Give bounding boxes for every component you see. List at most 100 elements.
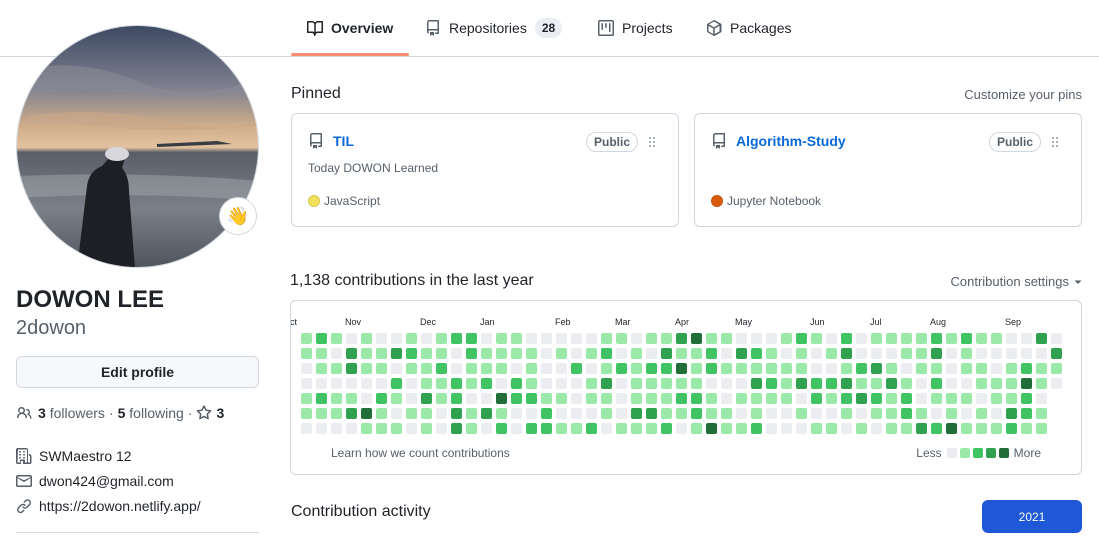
- contribution-settings-button[interactable]: Contribution settings: [950, 274, 1083, 289]
- contribution-day[interactable]: [736, 363, 747, 374]
- contribution-day[interactable]: [541, 378, 552, 389]
- contribution-day[interactable]: [511, 423, 522, 434]
- website-link[interactable]: https://2dowon.netlify.app/: [39, 498, 201, 514]
- contribution-day[interactable]: [961, 363, 972, 374]
- contribution-day[interactable]: [301, 333, 312, 344]
- contribution-day[interactable]: [856, 423, 867, 434]
- email-link[interactable]: dwon424@gmail.com: [39, 473, 174, 489]
- contribution-day[interactable]: [436, 423, 447, 434]
- contribution-day[interactable]: [676, 333, 687, 344]
- contribution-day[interactable]: [541, 333, 552, 344]
- contribution-day[interactable]: [466, 393, 477, 404]
- contribution-day[interactable]: [601, 378, 612, 389]
- pinned-repo-link[interactable]: Algorithm-Study: [736, 133, 846, 149]
- contribution-day[interactable]: [316, 378, 327, 389]
- tab-repositories[interactable]: Repositories 28: [425, 0, 563, 56]
- contribution-day[interactable]: [991, 423, 1002, 434]
- contribution-day[interactable]: [601, 408, 612, 419]
- tab-overview[interactable]: Overview: [307, 0, 393, 56]
- contribution-day[interactable]: [961, 378, 972, 389]
- contribution-day[interactable]: [361, 348, 372, 359]
- contribution-day[interactable]: [691, 378, 702, 389]
- contribution-day[interactable]: [856, 333, 867, 344]
- contribution-day[interactable]: [946, 378, 957, 389]
- contribution-day[interactable]: [856, 363, 867, 374]
- contribution-day[interactable]: [451, 378, 462, 389]
- contribution-day[interactable]: [721, 333, 732, 344]
- contribution-day[interactable]: [661, 423, 672, 434]
- contribution-day[interactable]: [601, 393, 612, 404]
- contribution-day[interactable]: [706, 363, 717, 374]
- contribution-day[interactable]: [586, 363, 597, 374]
- contribution-day[interactable]: [901, 423, 912, 434]
- contribution-day[interactable]: [751, 378, 762, 389]
- contribution-day[interactable]: [961, 333, 972, 344]
- contribution-day[interactable]: [796, 333, 807, 344]
- contribution-day[interactable]: [901, 333, 912, 344]
- contribution-day[interactable]: [571, 333, 582, 344]
- contribution-day[interactable]: [406, 408, 417, 419]
- contribution-day[interactable]: [361, 333, 372, 344]
- contribution-day[interactable]: [661, 378, 672, 389]
- contribution-day[interactable]: [481, 378, 492, 389]
- contribution-day[interactable]: [676, 393, 687, 404]
- contribution-day[interactable]: [661, 363, 672, 374]
- contribution-day[interactable]: [1036, 408, 1047, 419]
- contribution-day[interactable]: [691, 363, 702, 374]
- contribution-day[interactable]: [331, 423, 342, 434]
- contribution-day[interactable]: [631, 363, 642, 374]
- contribution-day[interactable]: [886, 378, 897, 389]
- contribution-day[interactable]: [436, 333, 447, 344]
- contribution-day[interactable]: [811, 363, 822, 374]
- contribution-day[interactable]: [571, 363, 582, 374]
- contribution-day[interactable]: [811, 393, 822, 404]
- contribution-day[interactable]: [676, 378, 687, 389]
- contribution-day[interactable]: [1021, 333, 1032, 344]
- contribution-day[interactable]: [1021, 348, 1032, 359]
- contribution-day[interactable]: [376, 423, 387, 434]
- contribution-day[interactable]: [496, 423, 507, 434]
- contribution-day[interactable]: [886, 423, 897, 434]
- contribution-day[interactable]: [451, 333, 462, 344]
- contribution-day[interactable]: [721, 378, 732, 389]
- contribution-day[interactable]: [961, 408, 972, 419]
- contribution-day[interactable]: [796, 378, 807, 389]
- contribution-day[interactable]: [481, 393, 492, 404]
- contribution-day[interactable]: [376, 408, 387, 419]
- contribution-day[interactable]: [841, 348, 852, 359]
- contribution-day[interactable]: [826, 363, 837, 374]
- contribution-day[interactable]: [841, 363, 852, 374]
- contribution-day[interactable]: [571, 393, 582, 404]
- contribution-day[interactable]: [391, 423, 402, 434]
- contribution-day[interactable]: [661, 333, 672, 344]
- contribution-day[interactable]: [766, 393, 777, 404]
- contribution-day[interactable]: [811, 408, 822, 419]
- contribution-day[interactable]: [316, 363, 327, 374]
- contribution-day[interactable]: [496, 348, 507, 359]
- contribution-day[interactable]: [916, 408, 927, 419]
- contribution-day[interactable]: [451, 363, 462, 374]
- contribution-day[interactable]: [781, 423, 792, 434]
- contribution-day[interactable]: [376, 348, 387, 359]
- contribution-day[interactable]: [346, 408, 357, 419]
- contribution-day[interactable]: [331, 348, 342, 359]
- tab-packages[interactable]: Packages: [706, 0, 791, 56]
- contribution-day[interactable]: [856, 348, 867, 359]
- contribution-day[interactable]: [706, 333, 717, 344]
- contribution-day[interactable]: [391, 408, 402, 419]
- contribution-day[interactable]: [736, 348, 747, 359]
- contribution-day[interactable]: [646, 408, 657, 419]
- contribution-day[interactable]: [391, 378, 402, 389]
- contribution-day[interactable]: [901, 363, 912, 374]
- contribution-day[interactable]: [766, 423, 777, 434]
- contribution-day[interactable]: [991, 363, 1002, 374]
- contribution-day[interactable]: [1006, 423, 1017, 434]
- contribution-day[interactable]: [316, 393, 327, 404]
- contribution-day[interactable]: [1036, 393, 1047, 404]
- contribution-day[interactable]: [346, 423, 357, 434]
- contribution-day[interactable]: [301, 363, 312, 374]
- contribution-day[interactable]: [736, 393, 747, 404]
- contribution-day[interactable]: [346, 363, 357, 374]
- contribution-day[interactable]: [706, 408, 717, 419]
- contribution-day[interactable]: [886, 363, 897, 374]
